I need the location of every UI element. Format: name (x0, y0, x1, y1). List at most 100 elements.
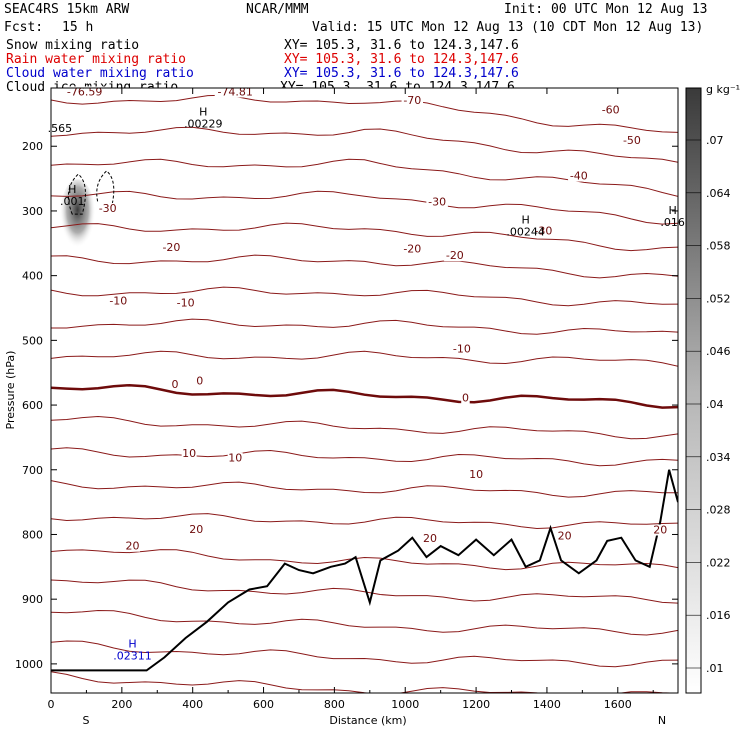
x-tick-label: 800 (324, 698, 345, 711)
contour-label-bg (160, 241, 183, 253)
contour-label: -30 (99, 202, 117, 215)
contour-label: -10 (109, 294, 127, 307)
contour-label: -30 (534, 225, 552, 238)
x-tick-label: 1000 (391, 698, 419, 711)
y-tick-label: 800 (22, 528, 43, 541)
colorbar-tick-label: .034 (706, 451, 731, 464)
y-axis-title: Pressure (hPa) (4, 351, 17, 430)
model-title: SEAC4RS 15km ARW (4, 2, 129, 17)
colorbar-tick-label: .046 (706, 345, 731, 358)
field-label-snow: Snow mixing ratio (6, 38, 139, 53)
extremum-value: .02311 (113, 649, 152, 662)
contour-label: -70 (403, 94, 421, 107)
contour-label: -50 (623, 134, 641, 147)
temperature-contour (51, 350, 678, 367)
temperature-contour (51, 254, 678, 279)
center-title: NCAR/MMM (246, 2, 309, 17)
contour-label-bg (195, 375, 205, 387)
x-tick-label: 400 (182, 698, 203, 711)
cloud-ice-shading (59, 179, 96, 256)
field-label-rain: Rain water mixing ratio (6, 52, 186, 67)
contour-label: 10 (469, 468, 483, 481)
contour-label: -30 (428, 195, 446, 208)
extremum-mark: H (68, 183, 76, 196)
extremum-value: .001 (60, 195, 85, 208)
contour-label-bg (227, 452, 243, 464)
y-tick-label: 1000 (15, 658, 43, 671)
temperature-contour (51, 609, 678, 636)
contour-label: 20 (189, 523, 203, 536)
plot-area: -76.59 -74.81 -70 -60 -50 -40 -30 -30 -30 -20 -20 -… (48, 85, 685, 694)
colorbar-tick-label: .052 (706, 292, 731, 305)
colorbar-tick-label: .07 (706, 134, 724, 147)
contour-label-bg (557, 530, 573, 542)
y-tick-label: 200 (22, 140, 43, 153)
extremum-mark: H (128, 637, 136, 650)
x-tick-label: 1400 (533, 698, 561, 711)
north-end-label: N (658, 714, 666, 727)
contour-label: 20 (558, 529, 572, 542)
contour-label: 0 (196, 375, 203, 388)
y-tick-label: 300 (22, 205, 43, 218)
contour-label-bg (652, 524, 668, 536)
y-tick-label: 700 (22, 464, 43, 477)
contour-label: 10 (228, 452, 242, 465)
x-tick-label: 200 (111, 698, 132, 711)
contour-label: 20 (423, 532, 437, 545)
contour-label-bg (426, 196, 448, 208)
temperature-contour (51, 318, 678, 335)
contour-label-bg (107, 295, 130, 307)
temperature-contour (51, 447, 678, 467)
contour-label-bg (401, 243, 424, 255)
temperature-contour (51, 126, 678, 163)
temperature-contour (51, 480, 678, 498)
fcst-label: Fcst: (4, 20, 43, 35)
field-xy-snow: XY= 105.3, 31.6 to 124.3,147.6 (284, 38, 519, 53)
contour-label-bg (451, 343, 473, 355)
valid-time: Valid: 15 UTC Mon 12 Aug 13 (10 CDT Mon … (312, 20, 703, 35)
temperature-contour (51, 513, 678, 530)
contour-label: 0 (462, 392, 469, 405)
colorbar-tick-label: .04 (706, 398, 724, 411)
contour-label: -76.59 (67, 85, 102, 98)
colorbar-unit: g kg⁻¹ (706, 83, 740, 96)
contour-label-bg (64, 86, 106, 98)
x-tick-label: 1200 (462, 698, 490, 711)
temperature-contour (51, 222, 678, 252)
extremum-value: .565 (48, 122, 73, 135)
contour-label-bg (174, 297, 197, 309)
temperature-contour (51, 190, 678, 225)
colorbar-tick-label: .01 (706, 662, 724, 675)
y-tick-label: 500 (22, 334, 43, 347)
contour-label: 20 (653, 524, 667, 537)
contour-label-bg (96, 202, 119, 214)
temperature-contour (51, 383, 678, 409)
plot-frame (50, 87, 679, 694)
contour-label-bg (214, 86, 256, 98)
contour-label-bg (188, 523, 204, 535)
colorbar-tick-label: .064 (706, 187, 731, 200)
temperature-contour (51, 640, 678, 668)
contour-label-bg (181, 448, 197, 460)
contour-label-bg (461, 392, 470, 404)
field-xy-rain: XY= 105.3, 31.6 to 124.3,147.6 (284, 52, 519, 67)
contour-label: -74.81 (217, 85, 252, 98)
colorbar-tick-label: .028 (706, 504, 731, 517)
init-time: Init: 00 UTC Mon 12 Aug 13 (504, 2, 708, 17)
contour-label-bg (568, 170, 590, 182)
field-xy-cloudwater: XY= 105.3, 31.6 to 124.3,147.6 (284, 66, 519, 81)
extremum-mark: H (669, 204, 677, 217)
y-tick-label: 600 (22, 399, 43, 412)
temperature-contour (51, 94, 678, 133)
contour-label-bg (170, 378, 180, 390)
contour-label: -20 (162, 241, 180, 254)
colorbar: .01 .016 .022 .028 .034 .04 .046 .052 .058 .064 .0… (685, 83, 740, 694)
contour-label: 0 (171, 378, 178, 391)
temperature-contour (51, 549, 678, 571)
contour-label: 20 (125, 540, 139, 553)
contour-label: -20 (446, 249, 464, 262)
temperature-contour (51, 415, 678, 440)
extremum-mark: H (199, 106, 207, 119)
contour-label: -40 (570, 170, 588, 183)
contour-label-bg (532, 225, 555, 237)
